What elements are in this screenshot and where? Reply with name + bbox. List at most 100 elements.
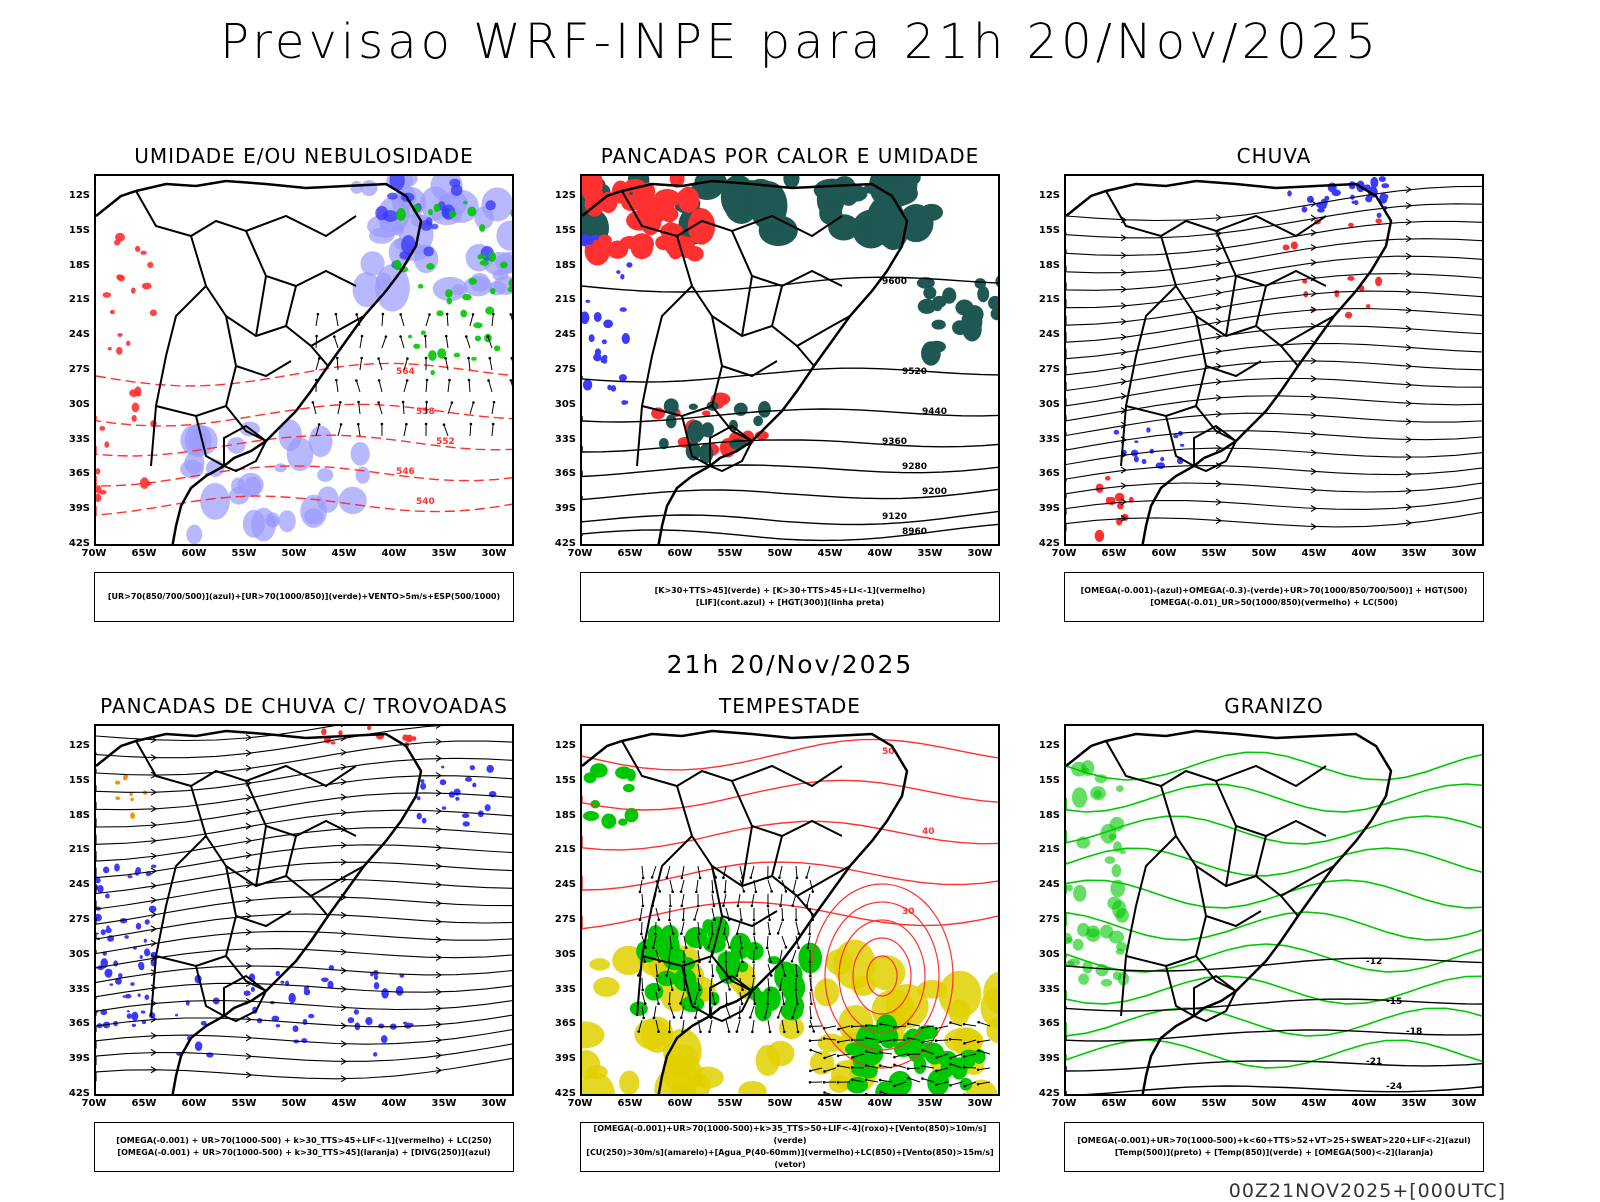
lat-tick-label: 39S [46, 503, 90, 514]
lon-tick-label: 65W [610, 1098, 650, 1109]
lon-tick-label: 50W [1244, 548, 1284, 559]
lat-tick-label: 36S [46, 468, 90, 479]
legend-line: [OMEGA(-0.001) + UR>70(1000-500) + k>30_… [116, 1135, 491, 1147]
svg-text:540: 540 [416, 497, 435, 507]
panel-title: CHUVA [1064, 144, 1484, 168]
map-svg: -12-15-18-21-24 [1066, 726, 1484, 1096]
lat-tick-label: 33S [1016, 984, 1060, 995]
lat-tick-label: 30S [1016, 399, 1060, 410]
lon-tick-label: 55W [1194, 548, 1234, 559]
map-svg [1066, 176, 1484, 546]
panel-granizo: GRANIZO -12-15-18-21-24 [OMEGA(-0.001)+U… [1016, 694, 1486, 1194]
lon-tick-label: 40W [374, 548, 414, 559]
lon-tick-label: 60W [660, 1098, 700, 1109]
svg-text:40: 40 [922, 827, 935, 837]
lat-tick-label: 18S [1016, 260, 1060, 271]
lat-tick-label: 18S [46, 260, 90, 271]
lat-tick-label: 24S [46, 329, 90, 340]
lat-tick-label: 18S [1016, 810, 1060, 821]
lon-tick-label: 70W [1044, 1098, 1084, 1109]
lat-tick-label: 15S [532, 775, 576, 786]
lat-tick-label: 39S [1016, 1053, 1060, 1064]
svg-text:564: 564 [396, 367, 415, 377]
svg-text:8960: 8960 [902, 527, 927, 537]
lon-tick-label: 55W [710, 548, 750, 559]
panel-title: PANCADAS DE CHUVA C/ TROVOADAS [94, 694, 514, 718]
lat-tick-label: 21S [532, 844, 576, 855]
svg-text:-12: -12 [1366, 957, 1382, 967]
lat-tick-label: 30S [46, 399, 90, 410]
lat-tick-label: 15S [1016, 775, 1060, 786]
panel-title: GRANIZO [1064, 694, 1484, 718]
lat-tick-label: 15S [532, 225, 576, 236]
lon-tick-label: 60W [1144, 1098, 1184, 1109]
legend-line: [Temp(500)](preto) + [Temp(850)](verde) … [1115, 1147, 1433, 1159]
lon-tick-label: 35W [1394, 1098, 1434, 1109]
lat-tick-label: 24S [46, 879, 90, 890]
lat-tick-label: 18S [532, 260, 576, 271]
lat-tick-label: 15S [1016, 225, 1060, 236]
legend-line: [CU(250)>30m/s](amarelo)+[Agua_P(40-60mm… [581, 1147, 999, 1171]
lon-tick-label: 40W [1344, 548, 1384, 559]
lat-tick-label: 30S [532, 399, 576, 410]
lon-tick-label: 70W [560, 1098, 600, 1109]
lon-tick-label: 60W [1144, 548, 1184, 559]
lon-tick-label: 65W [610, 548, 650, 559]
lon-tick-label: 30W [474, 548, 514, 559]
map-svg [96, 726, 514, 1096]
lon-tick-label: 65W [1094, 548, 1134, 559]
lon-tick-label: 55W [224, 548, 264, 559]
lon-tick-label: 70W [560, 548, 600, 559]
lat-tick-label: 36S [46, 1018, 90, 1029]
lat-tick-label: 36S [1016, 468, 1060, 479]
svg-text:9360: 9360 [882, 437, 907, 447]
legend-line: [OMEGA(-0.001)-(azul)+OMEGA(-0.3)-(verde… [1081, 585, 1468, 597]
legend-line: [K>30+TTS>45](verde) + [K>30+TTS>45+LI<-… [655, 585, 926, 597]
lon-tick-label: 60W [174, 548, 214, 559]
lat-tick-label: 30S [532, 949, 576, 960]
lon-tick-label: 30W [1444, 1098, 1484, 1109]
lat-tick-label: 24S [532, 879, 576, 890]
lon-tick-label: 40W [1344, 1098, 1384, 1109]
lat-tick-label: 24S [532, 329, 576, 340]
lat-tick-label: 33S [532, 984, 576, 995]
lon-tick-label: 30W [474, 1098, 514, 1109]
svg-text:9440: 9440 [922, 407, 947, 417]
svg-text:9280: 9280 [902, 462, 927, 472]
lon-tick-label: 55W [224, 1098, 264, 1109]
lon-tick-label: 40W [374, 1098, 414, 1109]
lat-tick-label: 15S [46, 775, 90, 786]
lon-tick-label: 30W [1444, 548, 1484, 559]
panel-title: UMIDADE E/OU NEBULOSIDADE [94, 144, 514, 168]
lat-tick-label: 27S [1016, 364, 1060, 375]
lon-tick-label: 60W [174, 1098, 214, 1109]
svg-text:546: 546 [396, 467, 415, 477]
svg-text:9120: 9120 [882, 512, 907, 522]
svg-text:30: 30 [902, 907, 915, 917]
map-plot [94, 724, 514, 1096]
svg-text:9520: 9520 [902, 367, 927, 377]
legend-line: [OMEGA(-0.001)+UR>70(1000-500)+k>35_TTS>… [581, 1123, 999, 1147]
legend-line: [UR>70(850/700/500)](azul)+[UR>70(1000/8… [108, 591, 500, 603]
lon-tick-label: 45W [324, 1098, 364, 1109]
lat-tick-label: 33S [46, 984, 90, 995]
lon-tick-label: 50W [1244, 1098, 1284, 1109]
lat-tick-label: 27S [1016, 914, 1060, 925]
panel-legend: [OMEGA(-0.001) + UR>70(1000-500) + k>30_… [94, 1122, 514, 1172]
legend-line: [OMEGA(-0.001)+UR>70(1000-500)+k<60+TTS>… [1077, 1135, 1470, 1147]
lat-tick-label: 39S [532, 503, 576, 514]
svg-text:-24: -24 [1386, 1082, 1402, 1092]
lat-tick-label: 33S [1016, 434, 1060, 445]
lon-tick-label: 35W [424, 1098, 464, 1109]
lat-tick-label: 33S [46, 434, 90, 445]
svg-text:9600: 9600 [882, 277, 907, 287]
page-title: Previsao WRF-INPE para 21h 20/Nov/2025 [0, 14, 1600, 70]
lat-tick-label: 39S [1016, 503, 1060, 514]
lon-tick-label: 35W [1394, 548, 1434, 559]
lon-tick-label: 40W [860, 548, 900, 559]
lon-tick-label: 70W [1044, 548, 1084, 559]
lat-tick-label: 18S [46, 810, 90, 821]
